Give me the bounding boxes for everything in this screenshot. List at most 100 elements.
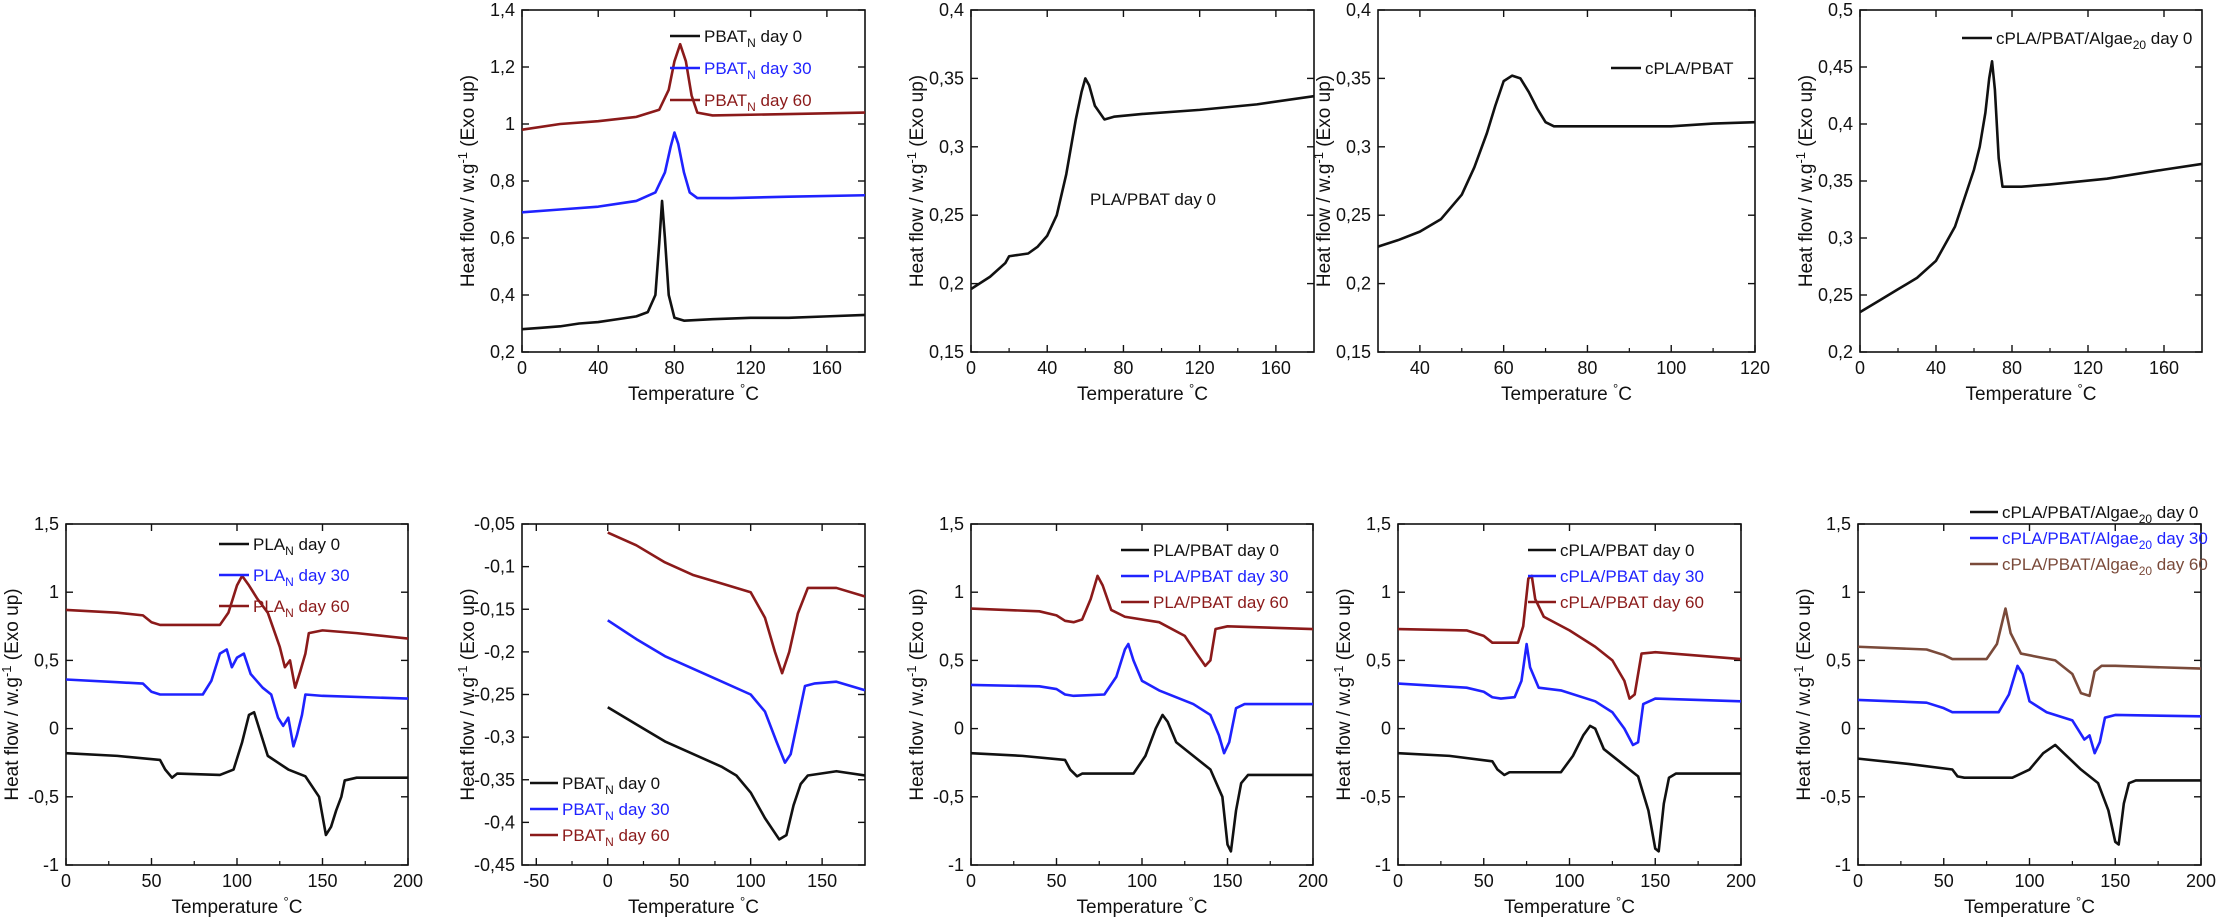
y-tick-label: 0,5 [939,650,964,670]
x-tick-label: 0 [61,871,71,891]
legend: PLA/PBAT day 0 PLA/PBAT day 30 PLA/PBAT da… [1121,541,1288,612]
y-axis-label: Heat flow / w.g-1 (Exo up) [455,588,479,800]
y-tick-label: 0 [49,719,59,739]
y-tick-label: 0,45 [1818,57,1853,77]
legend-label: PLAN day 60 [253,597,350,620]
y-axis-label: Heat flow / w.g-1 (Exo up) [455,75,479,287]
panel-p7: 0 50 100 150 200 -1 -0,5 0 0,5 1 1,5 Temperature °C… [904,514,1328,918]
x-tick-label: 0 [517,358,527,378]
y-axis-label: Heat flow / w.g-1 (Exo up) [1331,588,1355,800]
legend-label: cPLA/PBAT [1645,59,1734,78]
series-group [607,531,865,841]
series-line-2 [1398,642,1741,747]
series-group [1378,74,1755,248]
series-line-3 [971,574,1313,668]
y-tick-label: -0,45 [474,855,515,875]
y-tick-label: -0,5 [1820,787,1851,807]
x-axis-label: Temperature °C [1077,894,1208,918]
legend-label: PBATN day 60 [562,826,670,849]
y-tick-label: 0,15 [929,342,964,362]
y-tick-label: 0,2 [1346,274,1371,294]
legend-label: cPLA/PBAT/Algae20 day 60 [2002,555,2208,578]
x-tick-label: 100 [222,871,252,891]
x-tick-label: 200 [1298,871,1328,891]
y-axis-label: Heat flow / w.g-1 (Exo up) [904,588,928,800]
panel-p6: -50 0 50 100 150 -0,45 -0,4 -0,35 -0,3 -0,25 -0,2 -… [455,514,866,918]
x-tick-label: 50 [669,871,689,891]
legend-label: PBATN day 30 [704,59,812,82]
x-tick-label: 120 [736,358,766,378]
series-line-2 [522,131,865,214]
series-line-3 [522,42,865,131]
y-tick-label: 0,4 [1828,114,1853,134]
y-tick-label: 0,5 [1826,650,1851,670]
x-tick-label: 0 [966,871,976,891]
x-tick-label: 80 [2002,358,2022,378]
legend-label: cPLA/PBAT/Algae20 day 0 [1996,29,2192,52]
x-tick-label: 150 [1212,871,1242,891]
series-group [971,574,1313,853]
series-line-3 [1398,574,1741,700]
y-axis-label: Heat flow / w.g-1 (Exo up) [1791,588,1815,800]
y-tick-label: 1 [49,582,59,602]
series-line-1 [607,706,865,841]
legend: cPLA/PBAT day 0 cPLA/PBAT day 30 cPLA/PBAT… [1528,541,1704,612]
y-tick-label: 1 [954,582,964,602]
x-tick-label: 40 [1926,358,1946,378]
series-line-3 [1858,607,2201,698]
series-line-1 [971,77,1314,291]
series-group [522,42,865,331]
y-axis-label: Heat flow / w.g-1 (Exo up) [1793,75,1817,287]
y-tick-label: 0 [1381,719,1391,739]
plot-frame [1377,9,1756,353]
legend: cPLA/PBAT/Algae20 day 0 [1962,29,2192,52]
y-tick-label: 0,35 [929,68,964,88]
y-tick-label: -0,1 [484,557,515,577]
y-tick-label: 0,25 [1336,205,1371,225]
legend: PBATN day 0 PBATN day 30 PBATN day 60 [530,774,670,849]
y-tick-label: -1 [43,855,59,875]
y-tick-label: 0,4 [1346,0,1371,20]
series-line-3 [66,574,408,689]
legend-label: cPLA/PBAT day 0 [1560,541,1695,560]
y-tick-label: -1 [1375,855,1391,875]
x-tick-label: 100 [1554,871,1584,891]
y-tick-label: 1,5 [1826,514,1851,534]
x-tick-label: 0 [1393,871,1403,891]
x-tick-label: 150 [307,871,337,891]
y-tick-label: -0,35 [474,770,515,790]
y-axis-label: Heat flow / w.g-1 (Exo up) [1311,75,1335,287]
x-axis-label: Temperature °C [1504,894,1635,918]
legend-label: cPLA/PBAT day 60 [1560,593,1704,612]
x-axis-label: Temperature °C [1077,381,1208,405]
x-axis-label: Temperature °C [172,894,303,918]
y-tick-label: -1 [948,855,964,875]
series-line-1 [522,199,865,331]
legend: PLAN day 0 PLAN day 30 PLAN day 60 [219,535,350,620]
x-tick-label: 40 [1410,358,1430,378]
series-line-1 [1398,724,1741,853]
legend-label: PBATN day 0 [562,774,660,797]
panel-p9: 0 50 100 150 200 -1 -0,5 0 0,5 1 1,5 Temperature °C… [1791,503,2216,918]
y-tick-label: -0,3 [484,727,515,747]
series-line-1 [971,713,1313,853]
x-tick-label: 120 [2073,358,2103,378]
y-tick-label: 1,5 [34,514,59,534]
panel-p2: 0 40 80 120 160 0,15 0,2 0,25 0,3 0,35 0,4 Temperat… [904,0,1315,405]
x-tick-label: 40 [588,358,608,378]
y-tick-label: 1,5 [1366,514,1391,534]
x-tick-label: 200 [2186,871,2216,891]
legend-label: cPLA/PBAT day 30 [1560,567,1704,586]
x-tick-label: 0 [966,358,976,378]
x-tick-label: 40 [1037,358,1057,378]
legend-label: PBATN day 60 [704,91,812,114]
x-tick-label: 60 [1494,358,1514,378]
x-tick-label: 150 [2100,871,2130,891]
series-group [971,77,1314,291]
series-line-2 [1858,664,2201,755]
series-group [1858,607,2201,846]
y-tick-label: 1,4 [490,0,515,20]
x-tick-label: 0 [603,871,613,891]
x-tick-label: 150 [807,871,837,891]
